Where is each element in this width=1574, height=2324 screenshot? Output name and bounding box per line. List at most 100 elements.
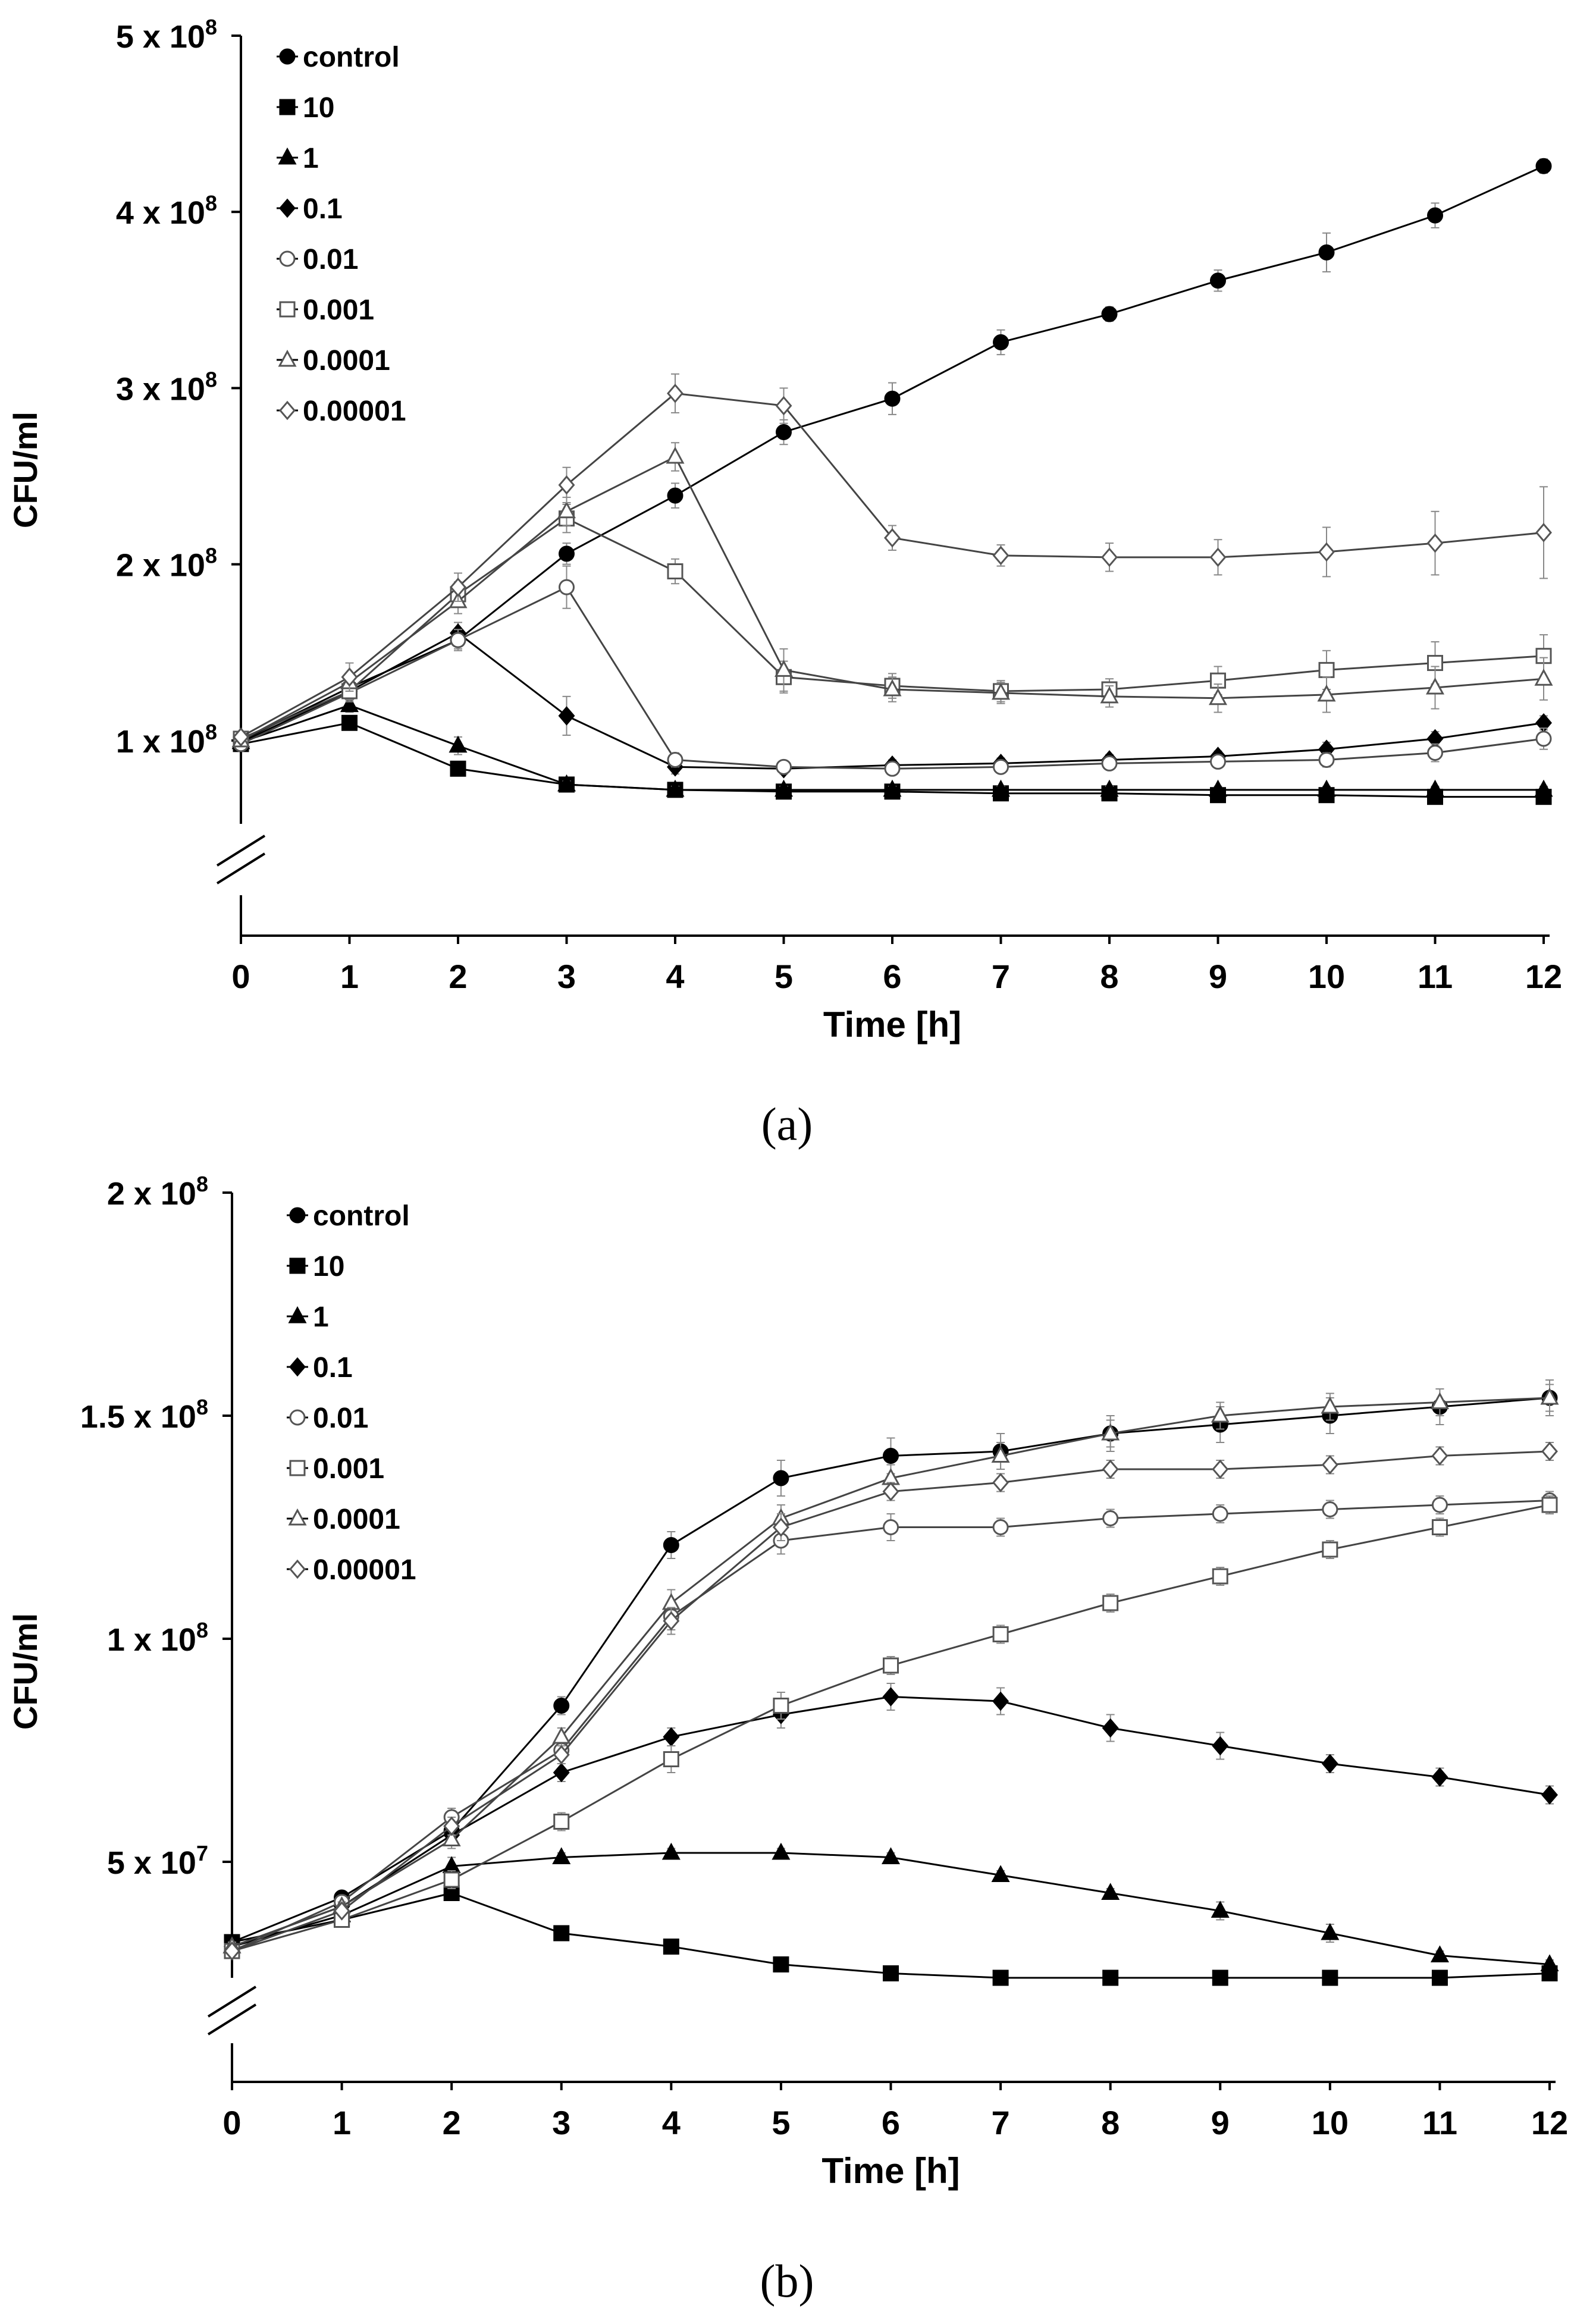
legend-marker-0.01	[289, 1409, 306, 1426]
data-point-1	[772, 1842, 791, 1860]
data-point-0.001	[1322, 1541, 1338, 1558]
data-point-0.01	[450, 632, 466, 648]
data-point-0.1	[1212, 1736, 1229, 1756]
data-point-0.01	[1101, 755, 1118, 771]
data-point-10	[1102, 1969, 1119, 1986]
data-point-0.0001	[1425, 677, 1445, 695]
data-point-1	[1208, 779, 1228, 797]
data-point-0.01	[1102, 1510, 1119, 1526]
x-tick-label-b: 5	[772, 2104, 790, 2141]
x-tick-label-b: 4	[662, 2104, 681, 2141]
axis-break-mark-b	[207, 2003, 257, 2036]
data-point-0.0001	[991, 1445, 1010, 1463]
data-point-0.001	[663, 1751, 679, 1767]
data-point-0.01	[1535, 730, 1552, 747]
data-point-0.01	[993, 758, 1009, 775]
series-0.1-b	[224, 1683, 1558, 1956]
data-point-0.01	[559, 579, 575, 595]
series-1-b	[222, 1842, 1559, 1971]
data-point-0.00001	[341, 667, 358, 687]
axis-break-mark-b	[207, 1986, 257, 2018]
series-line-10	[231, 1892, 1550, 1979]
data-point-0.01	[1427, 745, 1443, 761]
data-point-10	[1431, 1969, 1448, 1986]
x-axis-title-b: Time [h]	[822, 2151, 960, 2191]
legend-marker-0.001	[289, 1460, 306, 1476]
legend-marker-1	[278, 147, 297, 165]
data-point-0.00001	[233, 727, 249, 747]
data-point-0.0001	[1540, 1387, 1559, 1405]
data-point-0.0001	[666, 446, 685, 464]
legend-label-0.0001: 0.0001	[313, 1504, 400, 1535]
data-point-0.00001	[1209, 547, 1227, 567]
data-point-0.001	[1431, 1519, 1448, 1535]
data-point-control	[663, 1537, 679, 1553]
data-point-0.00001	[1541, 1441, 1558, 1461]
panel-label-a: (a)	[761, 1098, 813, 1150]
data-point-0.01	[1210, 753, 1226, 770]
data-point-0.0001	[1317, 684, 1336, 702]
data-point-0.01	[1431, 1497, 1448, 1513]
legend-marker-control	[289, 1207, 306, 1224]
x-tick-label-a: 0	[231, 958, 250, 995]
x-tick-label-b: 2	[443, 2104, 461, 2141]
legend-marker-0.01	[279, 250, 296, 267]
x-tick-label-b: 8	[1101, 2104, 1120, 2141]
x-tick-label-b: 10	[1312, 2104, 1349, 2141]
data-point-0.1	[663, 1727, 680, 1747]
data-point-control	[883, 1448, 899, 1464]
legend-label-10: 10	[303, 92, 334, 124]
legend-marker-0.1	[279, 198, 296, 218]
data-point-0.00001	[992, 545, 1009, 566]
series-0.01-a	[233, 565, 1552, 777]
x-axis-title-a: Time [h]	[823, 1005, 961, 1045]
data-point-control	[776, 424, 792, 440]
legend-label-0.00001: 0.00001	[303, 396, 406, 427]
legend-label-0.00001: 0.00001	[313, 1554, 416, 1586]
data-point-10	[341, 714, 358, 731]
data-point-0.00001	[663, 1611, 680, 1631]
data-point-0.00001	[224, 1941, 240, 1961]
legend-label-10: 10	[313, 1251, 344, 1282]
data-point-10	[1212, 1969, 1228, 1986]
data-point-1	[1100, 779, 1119, 797]
data-point-10	[992, 1969, 1009, 1986]
y-tick-label-a: 1 x 108	[116, 720, 217, 760]
data-point-0.0001	[1430, 1392, 1449, 1409]
data-point-control	[553, 1698, 570, 1714]
x-tick-label-a: 10	[1308, 958, 1345, 995]
data-point-control	[884, 390, 901, 407]
data-point-1	[1317, 779, 1336, 797]
legend-marker-10	[289, 1257, 306, 1274]
series-line-control	[240, 165, 1544, 742]
legend-label-0.1: 0.1	[303, 193, 343, 225]
legend-label-1: 1	[313, 1301, 329, 1333]
data-point-0.1	[1541, 1785, 1558, 1805]
data-point-1	[1430, 1945, 1449, 1962]
data-point-0.0001	[1211, 1405, 1230, 1423]
data-point-0.00001	[1431, 1446, 1448, 1466]
data-point-0.01	[1318, 751, 1335, 768]
data-point-10	[1322, 1969, 1338, 1986]
data-point-10	[883, 1965, 899, 1981]
x-tick-label-b: 6	[882, 2104, 900, 2141]
series-control-a	[233, 158, 1552, 749]
data-point-0.01	[1212, 1506, 1228, 1522]
series-line-0.001	[231, 1504, 1550, 1952]
series-0.0001-a	[231, 442, 1553, 748]
data-point-0.00001	[553, 1745, 570, 1765]
series-10-b	[224, 1885, 1558, 1986]
data-point-0.1	[882, 1687, 899, 1707]
data-point-0.00001	[667, 384, 683, 403]
data-point-0.001	[443, 1871, 460, 1888]
data-point-control	[559, 545, 575, 562]
data-point-1	[991, 1865, 1010, 1882]
data-point-1	[661, 1842, 681, 1860]
x-tick-label-a: 6	[883, 958, 901, 995]
legend-marker-0.001	[279, 301, 296, 318]
data-point-1	[774, 779, 794, 797]
series-0.01-b	[224, 1491, 1558, 1959]
data-point-0.0001	[552, 1726, 571, 1744]
y-tick-label-a: 3 x 108	[116, 367, 217, 407]
